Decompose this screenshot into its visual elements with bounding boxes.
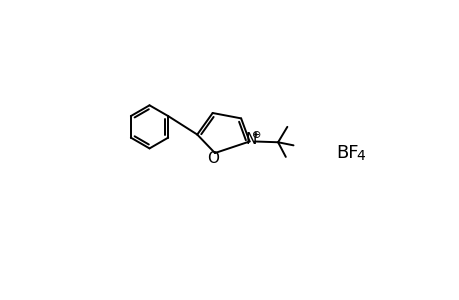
Text: N: N [245, 132, 256, 147]
Text: ⊕: ⊕ [252, 130, 261, 140]
Text: O: O [206, 151, 218, 166]
Text: 4: 4 [355, 149, 364, 163]
Text: BF: BF [335, 144, 358, 162]
